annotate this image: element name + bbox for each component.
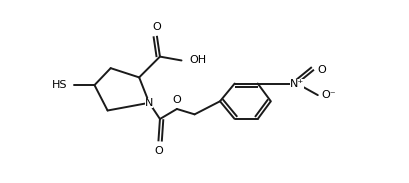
Text: N: N <box>145 98 153 108</box>
Text: HS: HS <box>52 80 67 90</box>
Text: O: O <box>318 65 326 75</box>
Text: OH: OH <box>189 55 206 66</box>
Text: O: O <box>173 95 181 105</box>
Text: O⁻: O⁻ <box>321 90 336 100</box>
Text: N⁺: N⁺ <box>290 79 304 89</box>
Text: O: O <box>154 146 163 156</box>
Text: O: O <box>153 22 161 32</box>
